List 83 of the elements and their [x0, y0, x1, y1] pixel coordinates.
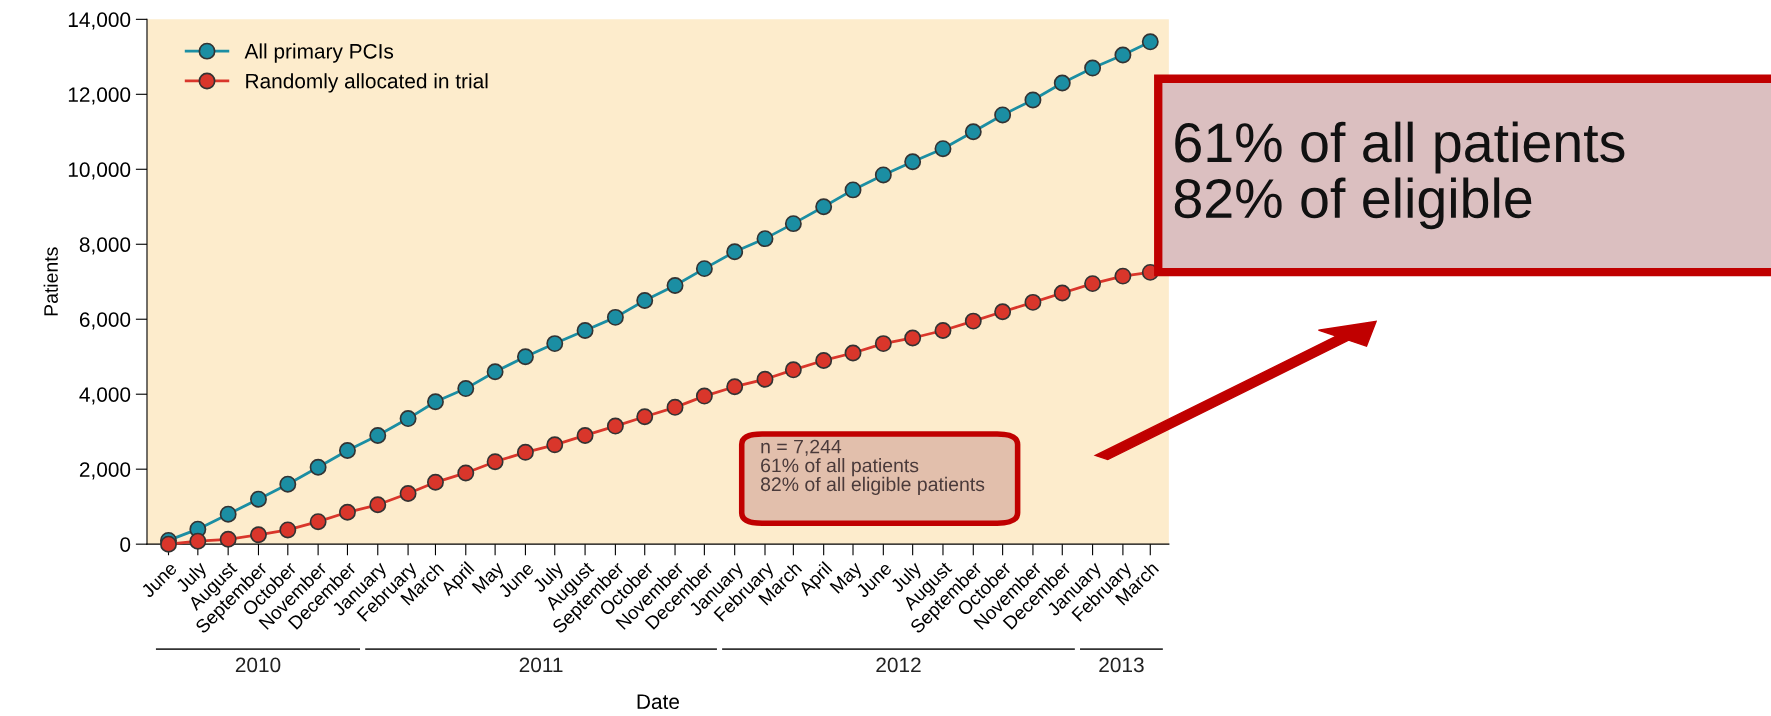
legend-label: All primary PCIs [244, 43, 394, 63]
point [516, 443, 534, 461]
point [726, 378, 744, 396]
point [1024, 293, 1042, 311]
point [934, 140, 952, 158]
point [546, 335, 564, 353]
point [399, 410, 417, 428]
text: 2010 [235, 657, 281, 673]
annotation: n = 7,244 61% of all patients 82% of all eligible patients [760, 439, 985, 495]
point [695, 260, 713, 278]
point [1084, 275, 1102, 293]
point [426, 473, 444, 491]
point [844, 344, 862, 362]
point [815, 198, 833, 216]
y-tick-label: 6,000 [79, 312, 131, 330]
point [904, 329, 922, 347]
y-tick-label: 8,000 [79, 237, 131, 255]
point [546, 436, 564, 454]
x-axis-title: Date [637, 694, 680, 710]
point [756, 370, 774, 388]
point [874, 335, 892, 353]
y-tick-label: 2,000 [79, 462, 131, 480]
point [338, 441, 356, 459]
point [219, 505, 237, 523]
point [606, 417, 624, 435]
point [994, 106, 1012, 124]
point [784, 361, 802, 379]
point [426, 393, 444, 411]
point [249, 490, 267, 508]
point [338, 503, 356, 521]
point [815, 351, 833, 369]
point [964, 123, 982, 141]
point [964, 312, 982, 330]
legend-label: Randomly allocated in trial [246, 73, 488, 93]
point [1024, 91, 1042, 109]
point [784, 215, 802, 233]
point [1114, 267, 1132, 285]
point [457, 464, 475, 482]
point [606, 308, 624, 326]
point [576, 322, 594, 339]
point [844, 181, 862, 199]
point [636, 408, 654, 426]
point [874, 166, 892, 184]
point [666, 398, 684, 416]
y-axis-title: Patients [43, 247, 58, 316]
point [279, 475, 297, 493]
point [309, 513, 327, 531]
y-tick-label: 14,000 [68, 12, 131, 30]
point [1084, 59, 1102, 77]
point [160, 535, 177, 553]
point [1053, 284, 1071, 302]
point [576, 426, 594, 444]
point [309, 458, 327, 476]
point [486, 363, 504, 381]
point [516, 348, 534, 366]
y-tick-label: 10,000 [68, 162, 131, 180]
point [219, 530, 237, 548]
point [934, 322, 952, 339]
point [189, 532, 207, 550]
point [994, 303, 1012, 321]
point [369, 496, 387, 514]
point [369, 426, 387, 444]
point [249, 526, 267, 544]
point [457, 380, 475, 398]
point [756, 230, 774, 248]
y-tick-label: 0 [120, 537, 131, 552]
point [1141, 33, 1159, 51]
point [666, 277, 684, 294]
point [904, 153, 922, 171]
text: 61% of all patients 82% of eligible [1174, 121, 1625, 230]
point [486, 453, 504, 471]
y-tick-label: 12,000 [68, 87, 131, 105]
point [399, 485, 417, 503]
point [695, 387, 713, 405]
point [279, 521, 297, 539]
point [726, 243, 744, 261]
text: 2011 [519, 657, 563, 673]
point [1114, 46, 1132, 64]
y-tick-label: 4,000 [79, 387, 131, 405]
point [636, 292, 654, 309]
text: 2013 [1099, 657, 1144, 673]
text: 2012 [876, 657, 921, 673]
point [1053, 74, 1071, 92]
